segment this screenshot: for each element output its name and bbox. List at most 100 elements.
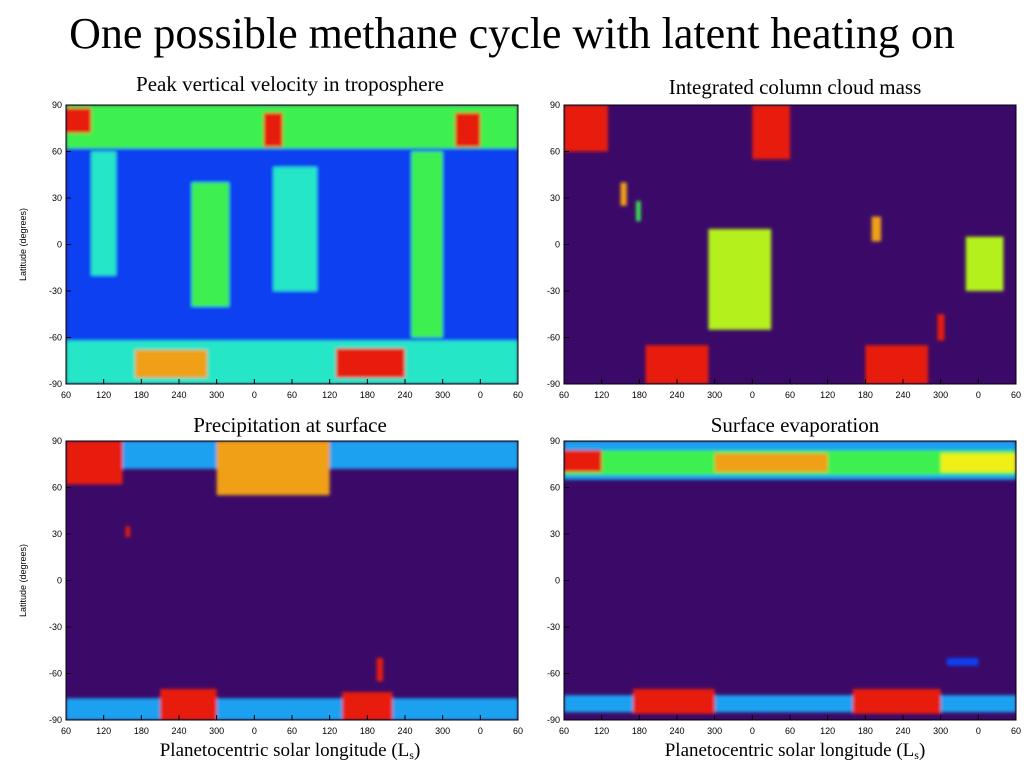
x-axis-label-text: Planetocentric solar longitude (Ls) — [159, 740, 421, 762]
y-tick-label: 90 — [52, 436, 62, 446]
heatmap-cell — [66, 441, 123, 485]
x-tick-label: 0 — [252, 726, 257, 736]
heatmap-cell — [633, 689, 715, 714]
x-tick-label: 120 — [820, 390, 835, 400]
x-tick-label: 240 — [171, 390, 186, 400]
y-tick-label: 0 — [57, 240, 62, 250]
heatmap-cell — [564, 450, 602, 472]
x-tick-label: 0 — [478, 390, 483, 400]
heatmap-cell — [191, 182, 230, 307]
x-tick-label: 0 — [478, 726, 483, 736]
y-tick-label: -60 — [547, 669, 560, 679]
heatmap-cell — [66, 340, 518, 384]
x-tick-label: 60 — [559, 390, 569, 400]
heatmap-cell — [940, 453, 1016, 472]
x-tick-label: 300 — [933, 726, 948, 736]
x-axis-label-text: Planetocentric solar longitude (Ls) — [664, 740, 926, 762]
heatmap-background — [564, 441, 1016, 720]
panel-title-cloud-mass: Integrated column cloud mass — [668, 75, 922, 99]
y-tick-label: -60 — [49, 333, 62, 343]
heatmap-cell — [263, 112, 283, 147]
x-tick-label: 240 — [171, 726, 186, 736]
heatmap-cell — [273, 167, 318, 291]
x-tick-label: 180 — [858, 390, 873, 400]
x-tick-label: 60 — [785, 390, 795, 400]
y-tick-label: 0 — [57, 576, 62, 586]
x-tick-label: 180 — [632, 390, 647, 400]
x-tick-label: 300 — [707, 390, 722, 400]
heatmap-cloud-mass: 60 120 180 240 300 0 60 120 180 240 300 0 609060300-… — [547, 100, 1021, 400]
heatmap-cell — [752, 105, 790, 160]
x-tick-label: 180 — [632, 726, 647, 736]
heatmap-cell — [937, 314, 945, 341]
heatmap-cell — [865, 345, 929, 384]
heatmap-cell — [125, 526, 131, 538]
x-tick-label: 0 — [750, 390, 755, 400]
panel-title-evaporation: Surface evaporation — [710, 413, 880, 437]
heatmap-cell — [376, 658, 384, 682]
x-tick-label: 180 — [360, 726, 375, 736]
x-tick-label: 300 — [435, 390, 450, 400]
heatmap-cell — [66, 108, 92, 133]
x-tick-label: 240 — [895, 726, 910, 736]
x-tick-label: 120 — [594, 390, 609, 400]
x-tick-label: 0 — [976, 726, 981, 736]
x-tick-label: 300 — [933, 390, 948, 400]
x-tick-label: 60 — [1011, 726, 1021, 736]
heatmap-cell — [335, 348, 405, 378]
x-tick-label: 60 — [61, 726, 71, 736]
x-tick-label: 180 — [134, 390, 149, 400]
heatmap-cell — [965, 236, 1004, 291]
heatmap-cell — [135, 349, 208, 378]
x-tick-label: 120 — [96, 726, 111, 736]
x-tick-label: 60 — [559, 726, 569, 736]
x-tick-label: 0 — [976, 390, 981, 400]
x-tick-label: 240 — [669, 390, 684, 400]
y-tick-label: 60 — [550, 483, 560, 493]
x-tick-label: 240 — [397, 726, 412, 736]
y-tick-label: -90 — [547, 715, 560, 725]
y-tick-label: -60 — [547, 333, 560, 343]
heatmap-cell — [216, 441, 330, 496]
x-tick-label: 180 — [360, 390, 375, 400]
y-tick-label: 60 — [550, 147, 560, 157]
x-tick-label: 120 — [96, 390, 111, 400]
x-tick-label: 120 — [820, 726, 835, 736]
x-tick-label: 120 — [594, 726, 609, 736]
x-tick-label: 0 — [750, 726, 755, 736]
x-tick-label: 120 — [322, 390, 337, 400]
x-tick-label: 180 — [858, 726, 873, 736]
heatmap-evaporation: 60 120 180 240 300 0 60 120 180 240 300 0 609060300-… — [547, 436, 1021, 736]
y-tick-label: -90 — [49, 379, 62, 389]
x-tick-label: 60 — [287, 390, 297, 400]
x-axis-label-evaporation: Planetocentric solar longitude (Ls) — [545, 740, 1024, 766]
x-tick-label: 120 — [322, 726, 337, 736]
y-tick-label: -90 — [547, 379, 560, 389]
y-axis-label: Latitude (degrees) — [18, 544, 28, 617]
y-tick-label: -30 — [49, 622, 62, 632]
x-tick-label: 240 — [895, 390, 910, 400]
x-tick-label: 300 — [209, 726, 224, 736]
x-tick-label: 240 — [669, 726, 684, 736]
y-tick-label: 90 — [550, 100, 560, 110]
heatmap-cell — [455, 112, 481, 147]
y-tick-label: 0 — [555, 576, 560, 586]
heatmap-cell — [160, 689, 217, 720]
x-tick-label: 60 — [513, 390, 523, 400]
panel-title-precipitation: Precipitation at surface — [193, 413, 387, 437]
x-tick-label: 60 — [785, 726, 795, 736]
panel-title-vertical-velocity: Peak vertical velocity in troposphere — [136, 72, 444, 96]
heatmap-cell — [871, 216, 882, 242]
heatmap-vertical-velocity: 60 120 180 240 300 0 60 120 180 240 300 0 609060300-… — [18, 100, 523, 400]
y-tick-label: 30 — [550, 529, 560, 539]
heatmap-cell — [708, 229, 772, 330]
heatmap-cell — [66, 105, 518, 149]
heatmap-cell — [411, 151, 443, 338]
x-tick-label: 60 — [287, 726, 297, 736]
y-tick-label: 90 — [52, 100, 62, 110]
heatmap-cell — [645, 345, 709, 384]
x-tick-label: 60 — [61, 390, 71, 400]
x-tick-label: 300 — [209, 390, 224, 400]
heatmap-cell — [714, 453, 828, 472]
y-tick-label: -30 — [547, 286, 560, 296]
